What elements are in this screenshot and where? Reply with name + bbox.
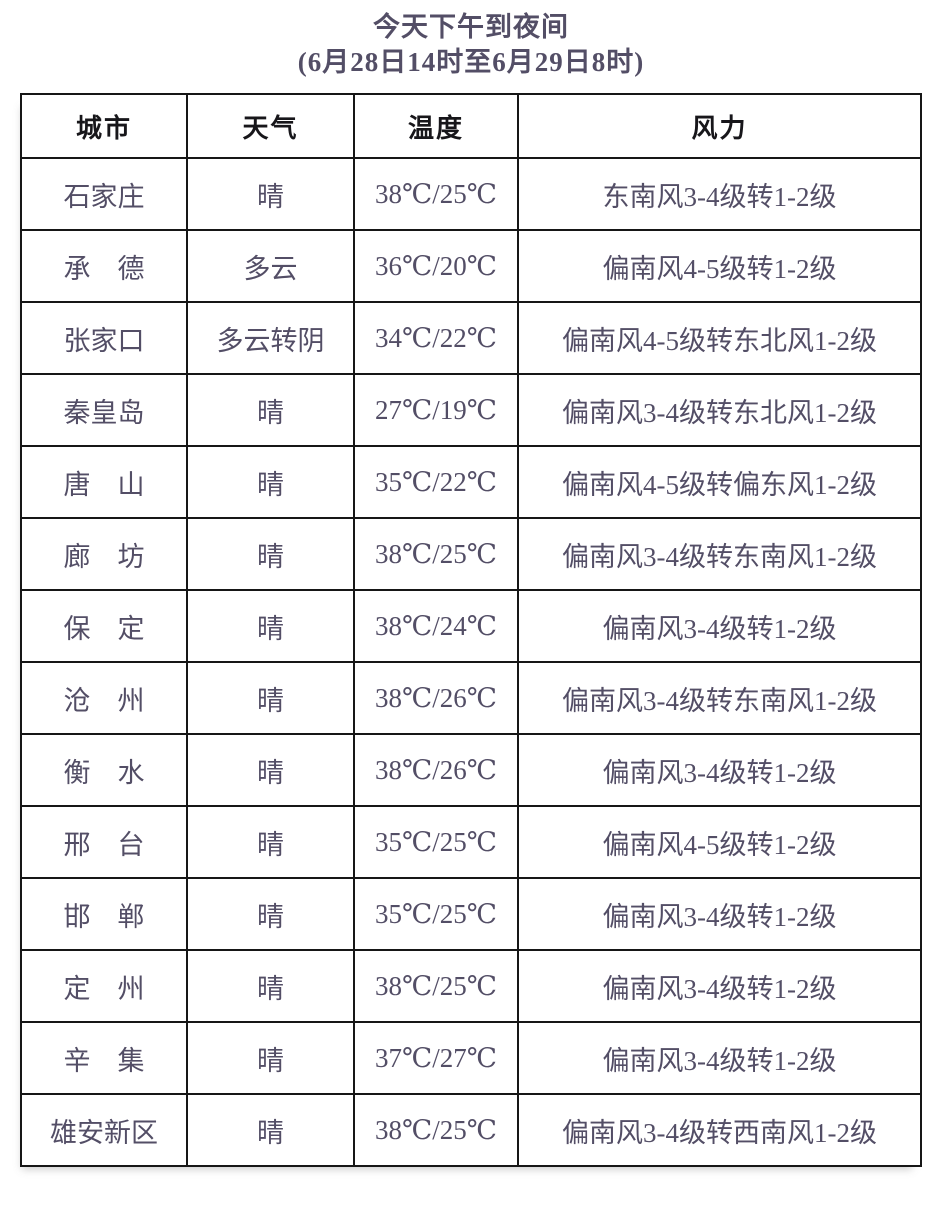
weather-cell: 晴 bbox=[186, 1093, 355, 1167]
weather-cell: 晴 bbox=[186, 949, 355, 1023]
column-header-city: 城市 bbox=[20, 93, 188, 159]
city-cell: 石家庄 bbox=[20, 157, 188, 231]
weather-cell: 晴 bbox=[186, 157, 355, 231]
weather-cell: 多云 bbox=[186, 229, 355, 303]
weather-cell: 晴 bbox=[186, 589, 355, 663]
table-row: 雄安新区 晴 38℃/25℃ 偏南风3-4级转西南风1-2级 bbox=[20, 1093, 922, 1167]
table-row: 辛 集 晴 37℃/27℃ 偏南风3-4级转1-2级 bbox=[20, 1021, 922, 1095]
table-row: 保 定 晴 38℃/24℃ 偏南风3-4级转1-2级 bbox=[20, 589, 922, 663]
table-row: 邢 台 晴 35℃/25℃ 偏南风4-5级转1-2级 bbox=[20, 805, 922, 879]
column-header-temperature: 温度 bbox=[353, 93, 519, 159]
table-row: 张家口 多云转阴 34℃/22℃ 偏南风4-5级转东北风1-2级 bbox=[20, 301, 922, 375]
title-line-2: (6月28日14时至6月29日8时) bbox=[297, 47, 645, 77]
city-cell: 邢 台 bbox=[20, 805, 188, 879]
temperature-cell: 38℃/26℃ bbox=[353, 661, 519, 735]
wind-cell: 偏南风3-4级转西南风1-2级 bbox=[517, 1093, 922, 1167]
wind-cell: 偏南风4-5级转1-2级 bbox=[517, 805, 922, 879]
city-cell: 邯 郸 bbox=[20, 877, 188, 951]
column-header-weather: 天气 bbox=[186, 93, 355, 159]
wind-cell: 偏南风3-4级转1-2级 bbox=[517, 877, 922, 951]
temperature-cell: 27℃/19℃ bbox=[353, 373, 519, 447]
city-cell: 廊 坊 bbox=[20, 517, 188, 591]
city-cell: 承 德 bbox=[20, 229, 188, 303]
weather-cell: 晴 bbox=[186, 877, 355, 951]
temperature-cell: 38℃/26℃ bbox=[353, 733, 519, 807]
wind-cell: 东南风3-4级转1-2级 bbox=[517, 157, 922, 231]
table-row: 邯 郸 晴 35℃/25℃ 偏南风3-4级转1-2级 bbox=[20, 877, 922, 951]
wind-cell: 偏南风3-4级转东南风1-2级 bbox=[517, 517, 922, 591]
temperature-cell: 38℃/25℃ bbox=[353, 517, 519, 591]
city-cell: 沧 州 bbox=[20, 661, 188, 735]
table-row: 定 州 晴 38℃/25℃ 偏南风3-4级转1-2级 bbox=[20, 949, 922, 1023]
weather-cell: 晴 bbox=[186, 1021, 355, 1095]
table-row: 唐 山 晴 35℃/22℃ 偏南风4-5级转偏东风1-2级 bbox=[20, 445, 922, 519]
temperature-cell: 34℃/22℃ bbox=[353, 301, 519, 375]
temperature-cell: 35℃/25℃ bbox=[353, 877, 519, 951]
city-cell: 秦皇岛 bbox=[20, 373, 188, 447]
weather-cell: 多云转阴 bbox=[186, 301, 355, 375]
wind-cell: 偏南风4-5级转偏东风1-2级 bbox=[517, 445, 922, 519]
city-cell: 唐 山 bbox=[20, 445, 188, 519]
wind-cell: 偏南风4-5级转1-2级 bbox=[517, 229, 922, 303]
wind-cell: 偏南风3-4级转东南风1-2级 bbox=[517, 661, 922, 735]
city-cell: 保 定 bbox=[20, 589, 188, 663]
wind-cell: 偏南风3-4级转东北风1-2级 bbox=[517, 373, 922, 447]
wind-cell: 偏南风3-4级转1-2级 bbox=[517, 589, 922, 663]
temperature-cell: 37℃/27℃ bbox=[353, 1021, 519, 1095]
wind-cell: 偏南风3-4级转1-2级 bbox=[517, 733, 922, 807]
column-header-wind: 风力 bbox=[517, 93, 922, 159]
city-cell: 定 州 bbox=[20, 949, 188, 1023]
table-row: 承 德 多云 36℃/20℃ 偏南风4-5级转1-2级 bbox=[20, 229, 922, 303]
city-cell: 张家口 bbox=[20, 301, 188, 375]
table-row: 石家庄 晴 38℃/25℃ 东南风3-4级转1-2级 bbox=[20, 157, 922, 231]
page-title: 今天下午到夜间 (6月28日14时至6月29日8时) bbox=[0, 0, 942, 80]
temperature-cell: 38℃/25℃ bbox=[353, 949, 519, 1023]
forecast-table: 城市 天气 温度 风力 石家庄 晴 38℃/25℃ 东南风3-4级转1-2级 承… bbox=[20, 93, 922, 1167]
city-cell: 衡 水 bbox=[20, 733, 188, 807]
weather-cell: 晴 bbox=[186, 517, 355, 591]
weather-cell: 晴 bbox=[186, 445, 355, 519]
city-cell: 辛 集 bbox=[20, 1021, 188, 1095]
temperature-cell: 35℃/25℃ bbox=[353, 805, 519, 879]
table-row: 衡 水 晴 38℃/26℃ 偏南风3-4级转1-2级 bbox=[20, 733, 922, 807]
weather-cell: 晴 bbox=[186, 733, 355, 807]
table-row: 沧 州 晴 38℃/26℃ 偏南风3-4级转东南风1-2级 bbox=[20, 661, 922, 735]
table-row: 廊 坊 晴 38℃/25℃ 偏南风3-4级转东南风1-2级 bbox=[20, 517, 922, 591]
weather-cell: 晴 bbox=[186, 805, 355, 879]
temperature-cell: 35℃/22℃ bbox=[353, 445, 519, 519]
temperature-cell: 38℃/24℃ bbox=[353, 589, 519, 663]
header-row: 城市 天气 温度 风力 bbox=[20, 93, 922, 159]
temperature-cell: 38℃/25℃ bbox=[353, 157, 519, 231]
title-line-1: 今天下午到夜间 bbox=[373, 12, 569, 42]
wind-cell: 偏南风3-4级转1-2级 bbox=[517, 949, 922, 1023]
weather-cell: 晴 bbox=[186, 661, 355, 735]
wind-cell: 偏南风3-4级转1-2级 bbox=[517, 1021, 922, 1095]
city-cell: 雄安新区 bbox=[20, 1093, 188, 1167]
temperature-cell: 38℃/25℃ bbox=[353, 1093, 519, 1167]
table-row: 秦皇岛 晴 27℃/19℃ 偏南风3-4级转东北风1-2级 bbox=[20, 373, 922, 447]
wind-cell: 偏南风4-5级转东北风1-2级 bbox=[517, 301, 922, 375]
temperature-cell: 36℃/20℃ bbox=[353, 229, 519, 303]
weather-cell: 晴 bbox=[186, 373, 355, 447]
